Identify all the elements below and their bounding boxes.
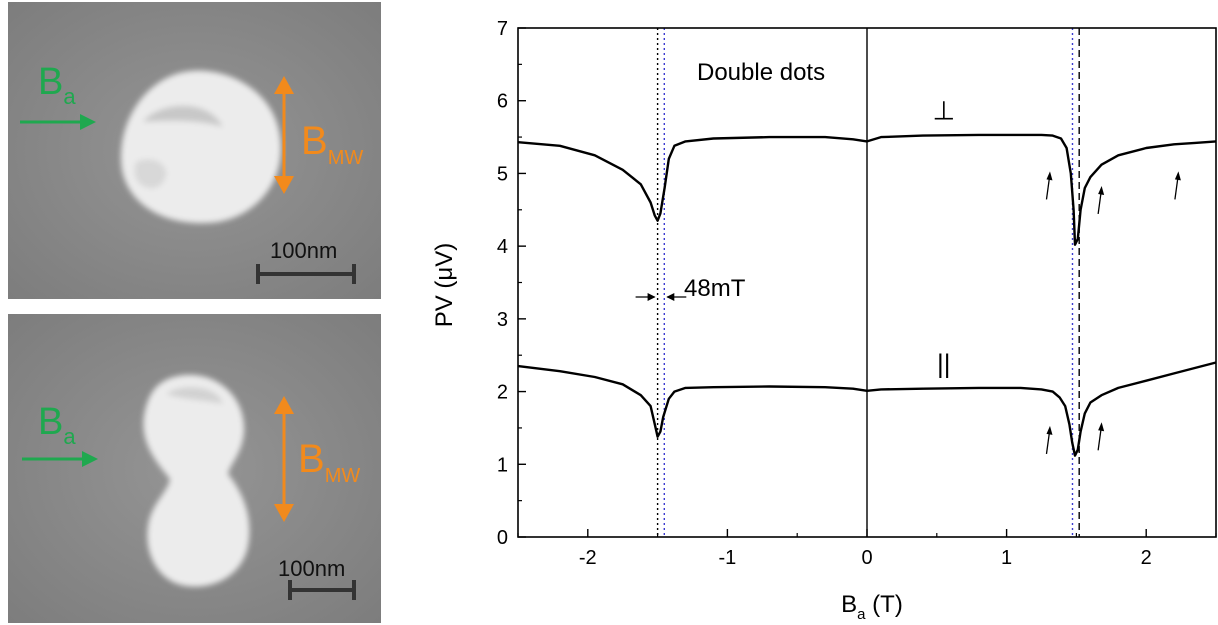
y-axis-label: PV (μV) (431, 243, 458, 328)
y-tick-label-7: 7 (497, 18, 508, 40)
y-tick-label-0: 0 (497, 527, 508, 549)
single-dot-particle (121, 70, 281, 224)
x-tick-label-0: -2 (579, 547, 597, 569)
x-axis-label: Ba (T) (841, 591, 903, 623)
mw-double-arrow-icon (274, 396, 294, 522)
field-arrow-icon (22, 451, 98, 467)
chart-annotation: Double dots (697, 59, 825, 86)
mw-label: BMW (301, 119, 363, 169)
feature-arrow-head-4 (1098, 422, 1105, 432)
feature-arrow-shaft-3 (1045, 431, 1051, 455)
field-label: Ba (38, 401, 76, 449)
x-tick-label-4: 2 (1141, 547, 1152, 569)
series-line-0 (517, 133, 1217, 246)
x-tick-label-1: -1 (719, 547, 737, 569)
feature-arrow-head-3 (1046, 425, 1053, 435)
sem-image-single-dot: Ba BMW 100nm (8, 2, 381, 299)
feature-arrow-head-0 (1046, 171, 1053, 181)
mw-double-arrow-icon (274, 76, 294, 194)
scale-bar-label: 100nm (270, 238, 337, 263)
plot-layer: ⊥ || -2 -1 0 1 2 0 1 2 3 4 5 6 7 (497, 18, 1217, 569)
interval-arrowhead-right (666, 293, 675, 301)
sem-double-dot-svg: Ba BMW 100nm (8, 314, 381, 623)
feature-arrow-shaft-0 (1045, 177, 1051, 200)
field-arrow-icon (20, 114, 96, 130)
series-label-0: ⊥ (932, 96, 955, 126)
feature-arrow-head-1 (1098, 185, 1105, 195)
y-tick-label-1: 1 (497, 454, 508, 476)
feature-arrow-shaft-1 (1097, 191, 1102, 215)
y-tick-label-3: 3 (497, 309, 508, 331)
y-tick-label-2: 2 (497, 382, 508, 404)
y-tick-label-4: 4 (497, 236, 508, 258)
scale-bar-label: 100nm (278, 556, 345, 581)
sem-image-double-dot: Ba BMW 100nm (8, 314, 381, 623)
interval-annotation: 48mT (684, 275, 746, 302)
feature-arrow-head-2 (1174, 171, 1181, 181)
scale-bar (288, 580, 356, 600)
feature-arrow-shaft-2 (1174, 177, 1179, 200)
feature-arrow-shaft-4 (1097, 428, 1102, 451)
series-line-1 (517, 361, 1217, 457)
y-tick-label-5: 5 (497, 163, 508, 185)
double-dot-particle (143, 374, 250, 587)
scale-bar (256, 264, 356, 284)
x-tick-label-2: 0 (861, 547, 872, 569)
x-tick-label-3: 1 (1001, 547, 1012, 569)
interval-arrowhead-left (647, 293, 656, 301)
sem-single-dot-svg: Ba BMW 100nm (8, 2, 381, 299)
series-label-1: || (937, 349, 951, 379)
y-tick-label-6: 6 (497, 91, 508, 113)
field-label: Ba (38, 61, 76, 109)
pv-vs-field-chart: ⊥ || -2 -1 0 1 2 0 1 2 3 4 5 6 7 PV (μV) Ba (T) Double… (431, 18, 1217, 623)
mw-label: BMW (298, 437, 360, 487)
